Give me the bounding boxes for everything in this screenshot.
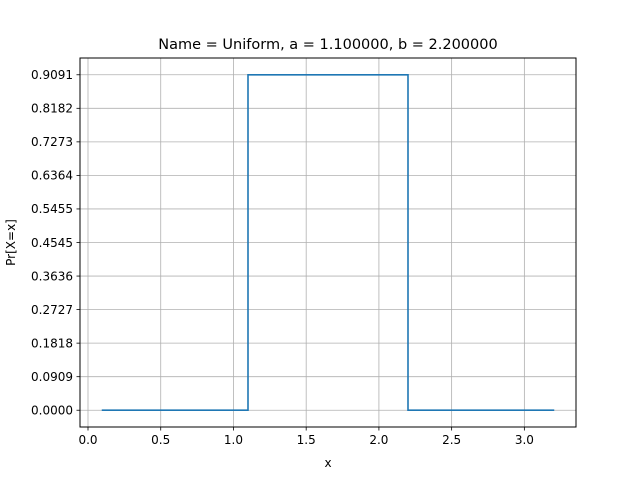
y-tick-label: 0.7273 <box>31 135 73 149</box>
y-tick-label: 0.6364 <box>31 169 73 183</box>
x-axis-ticks: 0.0 0.5 1.0 1.5 2.0 2.5 3.0 <box>78 427 534 447</box>
x-tick-label: 3.0 <box>515 433 534 447</box>
x-tick-label: 1.5 <box>297 433 316 447</box>
y-tick-label: 0.4545 <box>31 236 73 250</box>
series-layer <box>101 73 555 412</box>
y-axis-label: Pr[X=x] <box>4 219 18 266</box>
y-tick-label: 0.0000 <box>31 404 73 418</box>
y-tick-label: 0.0909 <box>31 370 73 384</box>
series-line-0 <box>101 73 555 412</box>
x-tick-label: 2.5 <box>442 433 461 447</box>
chart-title: Name = Uniform, a = 1.100000, b = 2.2000… <box>158 37 497 53</box>
y-tick-label: 0.1818 <box>31 336 73 350</box>
y-axis-ticks: 0.0000 0.0909 0.1818 0.2727 0.3636 0.4545 0.54… <box>31 68 80 418</box>
grid-layer <box>80 58 576 427</box>
y-tick-label: 0.3636 <box>31 269 73 283</box>
y-tick-label: 0.9091 <box>31 68 73 82</box>
x-tick-label: 2.0 <box>369 433 388 447</box>
y-tick-label: 0.8182 <box>31 102 73 116</box>
x-tick-label: 0.5 <box>151 433 170 447</box>
x-tick-label: 0.0 <box>78 433 97 447</box>
y-tick-label: 0.5455 <box>31 202 73 216</box>
x-tick-label: 1.0 <box>224 433 243 447</box>
y-tick-label: 0.2727 <box>31 303 73 317</box>
x-axis-label: x <box>324 456 331 470</box>
